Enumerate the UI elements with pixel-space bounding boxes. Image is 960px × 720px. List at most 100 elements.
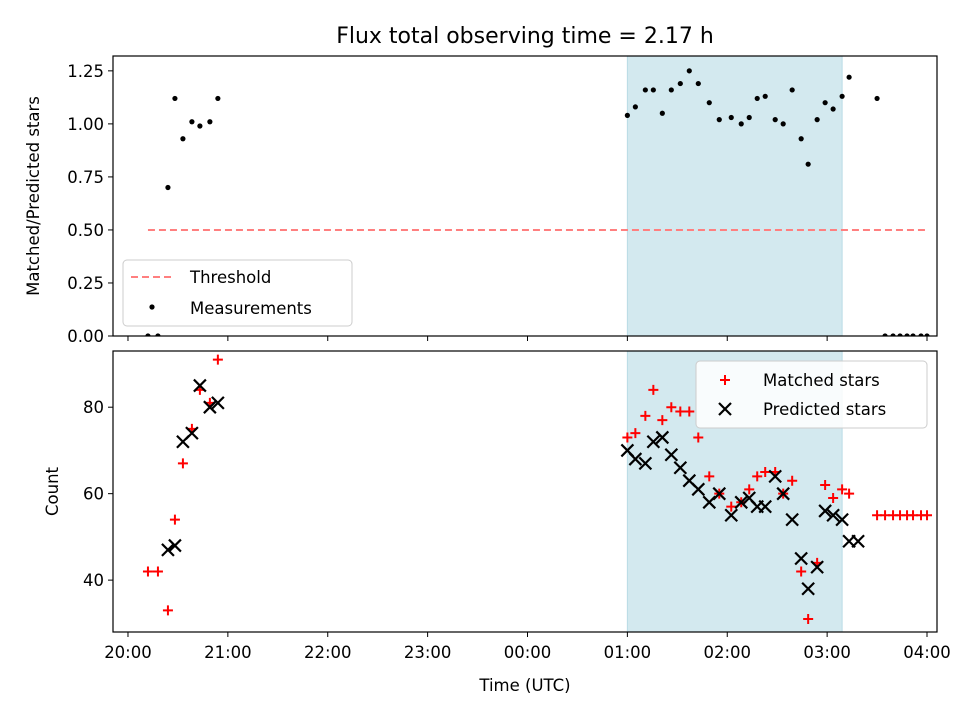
matched-star-point [693,432,704,443]
predicted-star-point [835,512,849,527]
measurement-point [728,114,734,121]
legend-predicted-label: Predicted stars [763,400,886,419]
x-tick-label: 22:00 [304,643,352,662]
x-tick-label: 23:00 [404,643,452,662]
measurement-point [924,333,930,336]
predicted-star-point [211,396,225,410]
x-tick-label: 20:00 [104,643,152,662]
measurement-point [686,68,692,74]
top-y-tick-label: 1.25 [67,62,104,81]
measurement-point [789,87,795,93]
matched-star-point [828,492,839,503]
matched-star-point [837,484,848,495]
measurement-point [189,119,195,125]
predicted-star-point [724,508,739,523]
measurement-point [180,136,186,142]
predicted-star-point [203,400,217,414]
matched-star-point [177,458,188,469]
bottom-legend: Matched stars Predicted stars [695,360,928,429]
matched-star-point [752,471,763,482]
matched-star-point [630,428,641,439]
measurement-point [897,333,903,336]
predicted-star-point [673,460,688,475]
measurement-point [846,74,852,80]
measurement-point [805,161,811,167]
measurement-point [814,117,820,123]
matched-star-point [922,510,933,521]
matched-star-point [640,410,651,421]
measurement-point [738,121,744,127]
bottom-axes-frame [112,350,938,633]
measurement-point [172,95,178,102]
measurement-point [677,80,683,87]
predicted-star-point [758,499,772,514]
bottom-legend-box [695,360,928,429]
predicted-star-point [628,452,643,466]
measurement-point [165,184,171,191]
top-y-tick-label: 0.25 [67,274,104,293]
measurement-point [822,100,828,106]
bottom-series-predicted-stars [161,378,865,596]
measurement-point [798,136,804,142]
measurement-point [659,110,665,116]
top-y-tick-label: 0.00 [67,327,104,346]
bottom-y-axis-label: Count [43,466,62,516]
measurement-point [874,95,880,102]
predicted-star-point [785,512,799,527]
top-y-tick-label: 1.00 [67,115,104,134]
measurement-point [839,93,845,99]
x-tick-label: 03:00 [803,643,851,662]
bottom-y-tick-label: 40 [83,571,104,590]
matched-star-point [657,415,668,426]
matched-star-point [622,432,633,443]
predicted-star-point [691,482,706,497]
top-legend-box [122,259,353,327]
legend-measurements-swatch [149,304,155,310]
matched-star-point [648,384,659,395]
top-plot-area [145,68,930,336]
predicted-star-point [638,456,653,471]
matched-star-point [675,406,686,417]
predicted-star-point [161,543,175,557]
top-y-tick-label: 0.75 [67,168,104,187]
measurement-point [882,333,888,336]
top-legend: Threshold Measurements [122,259,353,327]
measurement-point [706,100,712,106]
matched-star-point [684,406,695,417]
top-highlight-span [626,55,843,337]
chart-title: Flux total observing time = 2.17 h [336,24,714,49]
bottom-plot-area [142,354,933,625]
x-tick-label: 02:00 [703,643,751,662]
predicted-star-point [646,435,661,449]
measurement-point [716,117,722,123]
x-tick-label: 21:00 [204,643,252,662]
measurement-point [746,114,752,121]
measurement-point [762,93,768,99]
legend-matched-label: Matched stars [763,371,880,390]
matched-star-point [142,566,153,577]
measurement-point [780,121,786,127]
matched-star-point [666,402,677,413]
predicted-star-point [734,495,749,510]
measurement-point [632,104,638,110]
measurement-point [890,333,896,336]
measurement-point [155,333,161,336]
predicted-star-point [193,378,207,393]
predicted-star-point [818,504,832,518]
top-series-measurements [145,68,930,336]
predicted-star-point [664,447,679,462]
matched-star-point [820,480,831,491]
matched-star-point [803,614,814,625]
x-axis-label: Time (UTC) [478,676,570,695]
measurement-point [772,117,778,123]
measurement-point [904,333,910,336]
top-axes-frame [112,55,938,337]
predicted-star-point [768,469,782,484]
measurement-point [197,123,203,129]
predicted-star-point [185,426,199,440]
top-y-axis-label: Matched/Predicted stars [24,96,43,296]
predicted-star-point [810,560,824,574]
measurement-point [624,112,630,118]
matched-star-point [844,488,855,499]
